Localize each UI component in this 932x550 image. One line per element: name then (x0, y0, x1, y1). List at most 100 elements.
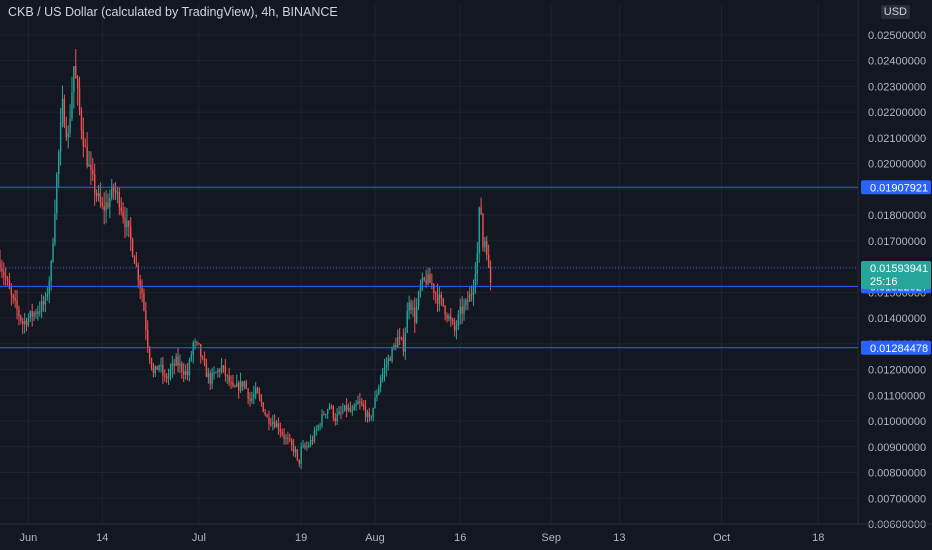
candle-body (391, 347, 393, 361)
candle-body (417, 292, 420, 307)
candle-body (421, 277, 424, 285)
last-price-label: 0.01593941 (870, 263, 928, 275)
currency-badge[interactable]: USD (880, 5, 910, 19)
candle-body (101, 202, 103, 207)
candle-body (402, 338, 405, 352)
candle-body (131, 239, 134, 257)
candle-body (254, 388, 257, 395)
candle-body (3, 271, 5, 276)
candle-body (177, 356, 179, 366)
candle-body (266, 414, 268, 418)
candle-body (308, 445, 310, 447)
candle-body (364, 406, 367, 417)
candle-body (296, 449, 299, 460)
candle-body (48, 280, 50, 294)
candle-body (31, 311, 33, 317)
candle-body (400, 337, 403, 339)
candle-body (10, 288, 13, 296)
candle-body (237, 382, 240, 391)
candle-body (256, 388, 259, 394)
candle-body (243, 381, 246, 387)
candle-body (408, 302, 410, 312)
candle-body (158, 365, 160, 370)
candle-body (463, 304, 465, 314)
candle-body (219, 370, 221, 372)
candle-body (148, 347, 151, 359)
candle-body (451, 319, 454, 323)
candle-body (116, 191, 119, 193)
candle-body (323, 414, 325, 416)
candle-body (368, 412, 371, 418)
candle-body (129, 226, 132, 240)
candle-body (213, 372, 215, 374)
candle-body (374, 397, 376, 408)
candle-body (75, 66, 77, 79)
candle-body (453, 322, 456, 331)
candle-body (338, 411, 340, 415)
candle-body (423, 277, 425, 280)
candle-body (326, 409, 329, 414)
candle-body (33, 312, 35, 317)
candle-body (73, 66, 75, 93)
candle-body (381, 372, 384, 379)
candle-body (433, 284, 435, 293)
candle-body (61, 98, 64, 123)
candle-body (147, 329, 149, 348)
candle-body (112, 186, 115, 191)
candle-body (393, 345, 395, 348)
x-tick-label: Aug (365, 532, 385, 544)
candle-body (285, 437, 287, 439)
candle-body (230, 382, 232, 384)
candle-body (472, 285, 475, 296)
candle-body (487, 255, 490, 268)
candle-body (122, 211, 124, 218)
candle-body (71, 92, 73, 120)
y-tick-label: 0.01200000 (868, 365, 926, 377)
candle-body (137, 265, 139, 281)
candle-body (281, 431, 283, 435)
candle-body (128, 220, 130, 227)
level-price-label-bg (861, 180, 931, 195)
candle-body (173, 363, 175, 366)
candle-body (344, 405, 346, 411)
candle-body (298, 459, 300, 464)
candle-body (69, 119, 71, 134)
candle-body (236, 382, 238, 387)
candle-body (455, 326, 458, 331)
candle-body (171, 363, 174, 370)
candle-body (207, 373, 210, 378)
candle-body (304, 445, 306, 448)
candle-body (260, 397, 263, 403)
level-price-label: 0.01907921 (870, 182, 928, 194)
candle-body (241, 381, 244, 387)
candle-body (353, 405, 355, 411)
y-tick-label: 0.02300000 (868, 81, 926, 93)
candle-body (82, 130, 85, 147)
candle-body (431, 283, 433, 285)
candle-body (309, 439, 312, 446)
y-tick-label: 0.01400000 (868, 313, 926, 325)
candle-body (378, 386, 380, 395)
candle-body (175, 356, 177, 366)
candle-body (355, 404, 357, 406)
y-tick-label: 0.02500000 (868, 30, 926, 42)
candle-body (162, 364, 164, 376)
candle-body (292, 445, 295, 453)
candle-body (92, 169, 94, 175)
candle-body (345, 405, 348, 410)
last-price-label-bg (861, 261, 931, 290)
candle-body (419, 284, 422, 293)
candle-body (152, 368, 155, 374)
candle-body (287, 437, 289, 439)
candle-body (334, 417, 336, 422)
candle-body (302, 445, 304, 447)
candle-body (306, 446, 308, 448)
countdown-label: 25:16 (870, 276, 898, 288)
candle-body (313, 431, 316, 442)
candle-body (478, 207, 480, 253)
candle-body (321, 414, 323, 426)
candle-body (264, 411, 266, 415)
candle-body (1, 268, 3, 272)
